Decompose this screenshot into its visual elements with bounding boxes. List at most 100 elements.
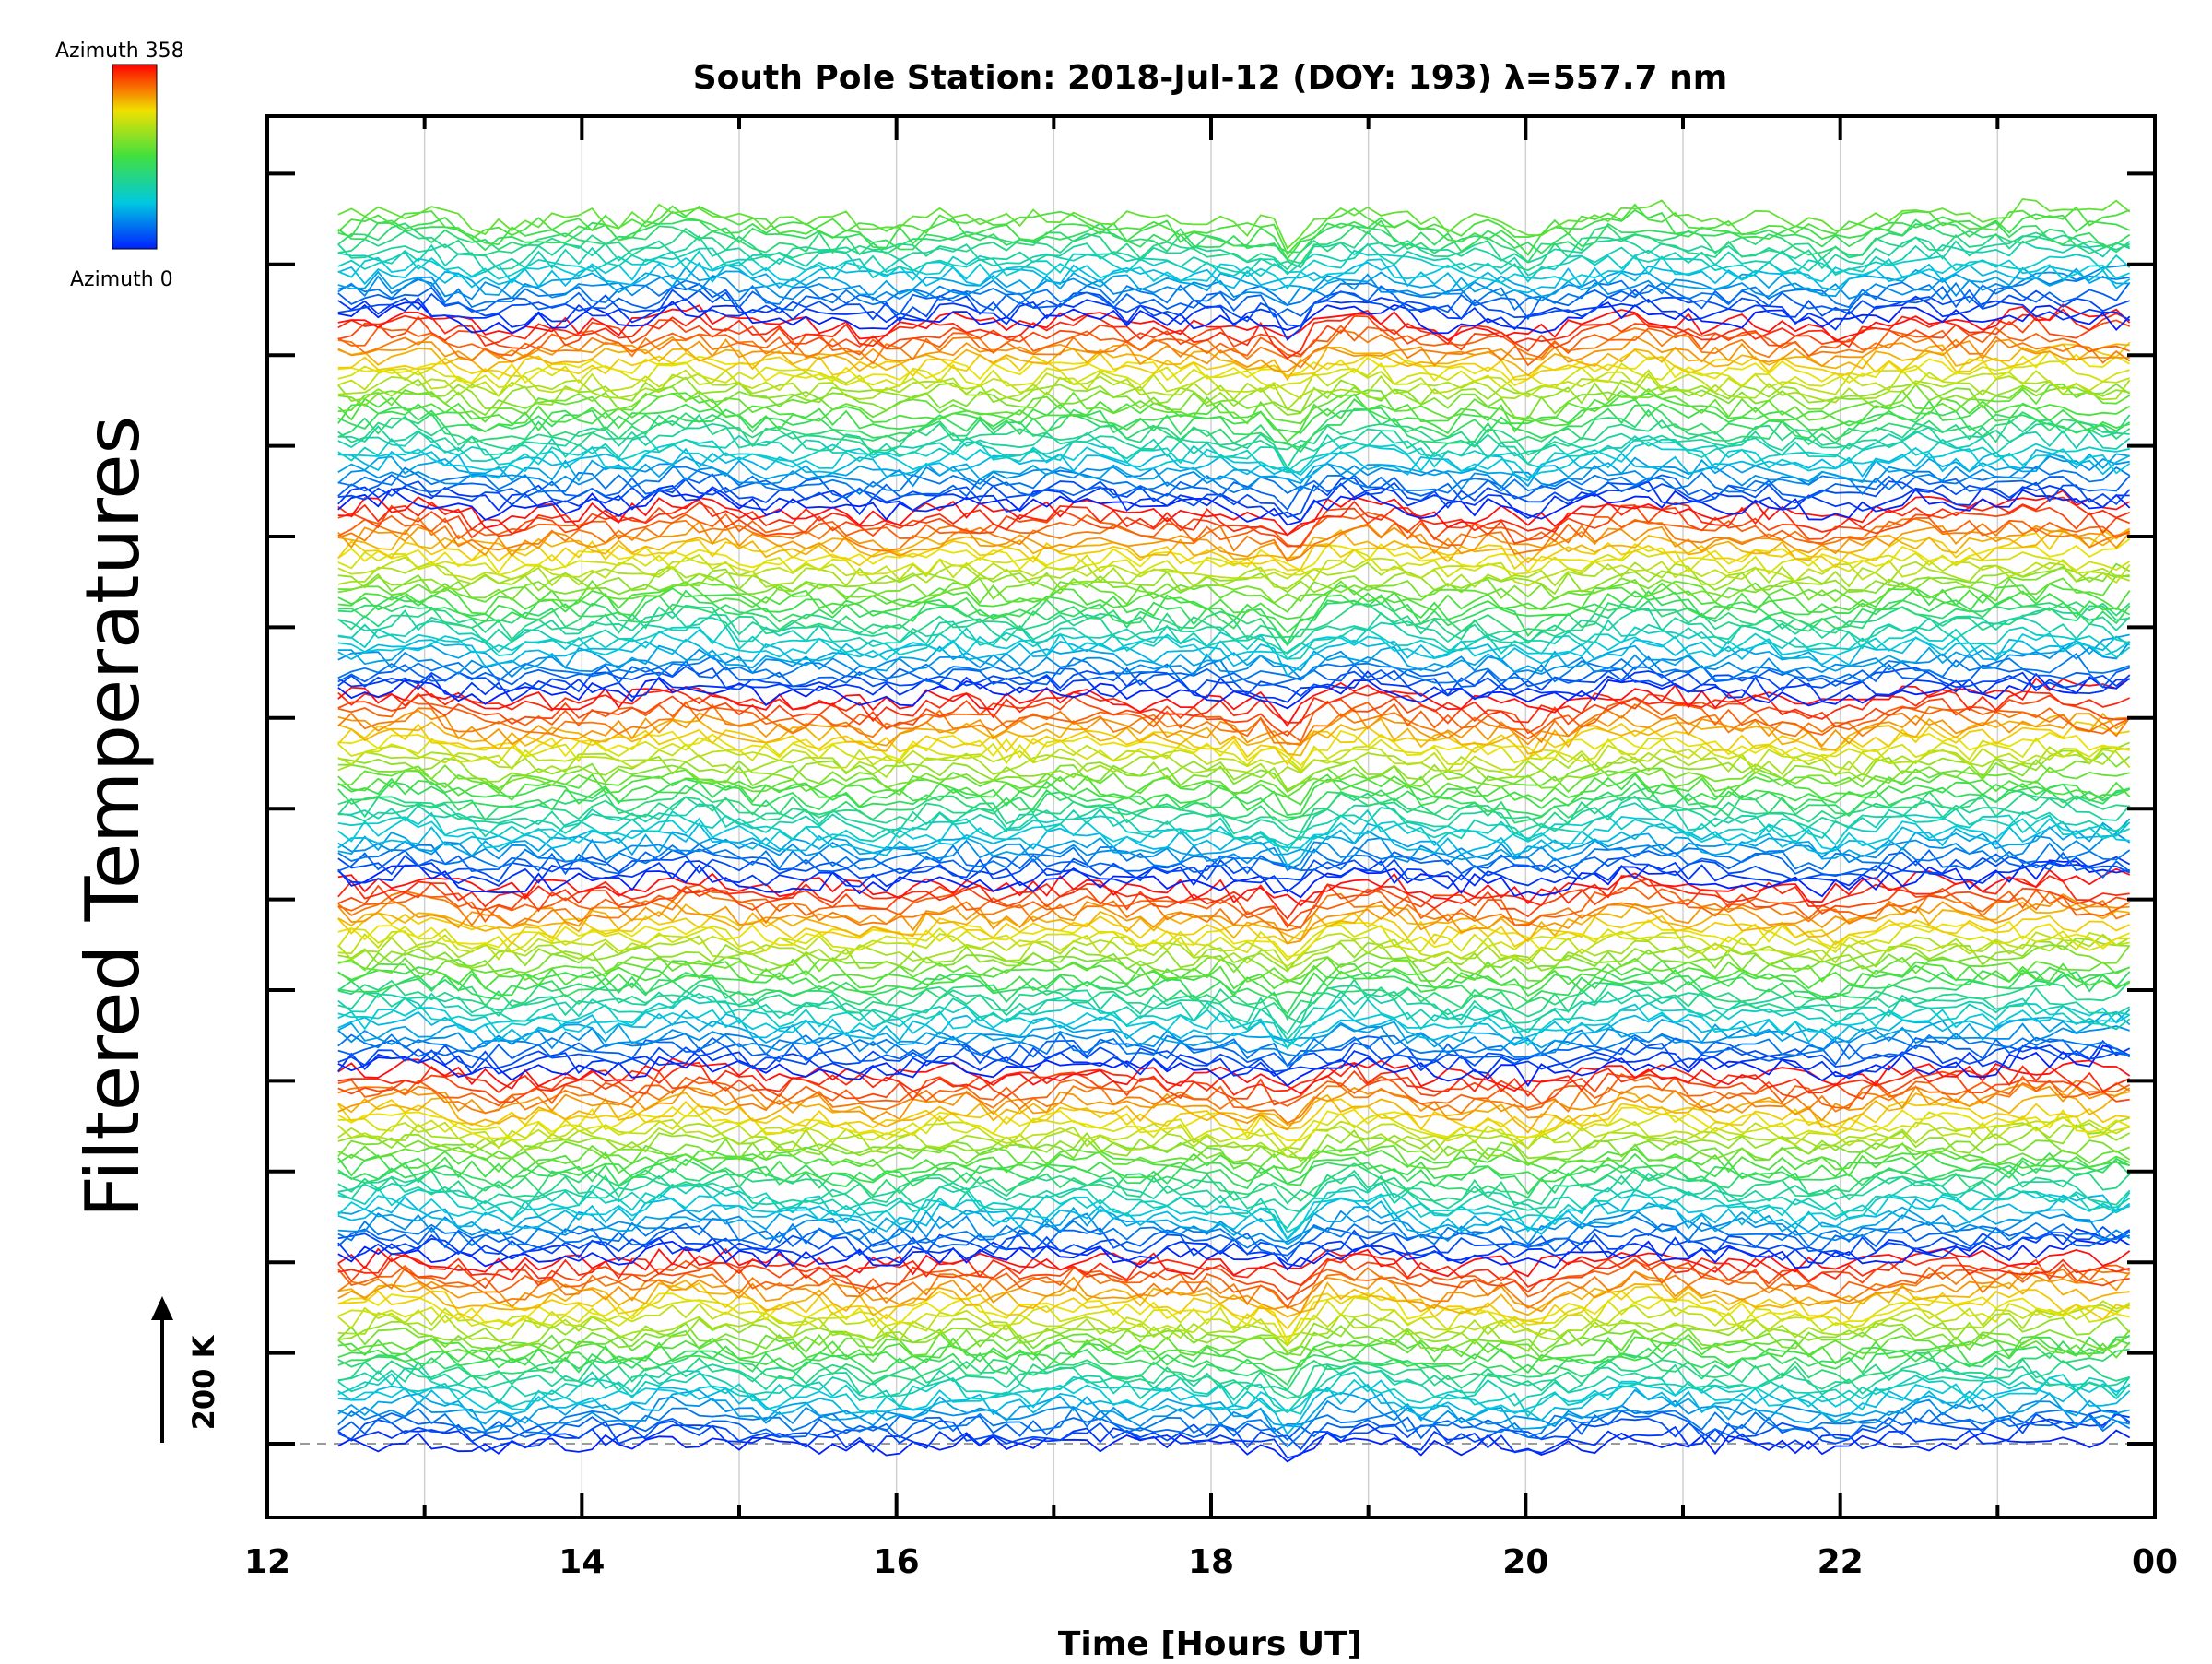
trace-line bbox=[337, 1304, 2131, 1347]
trace-line bbox=[337, 1223, 2130, 1257]
trace-line bbox=[337, 266, 2130, 298]
trace-line bbox=[337, 1365, 2131, 1414]
trace-line bbox=[337, 795, 2131, 841]
trace-line bbox=[337, 608, 2131, 655]
trace-line bbox=[337, 392, 2131, 443]
trace-line bbox=[337, 1091, 2130, 1134]
trace-line bbox=[337, 1388, 2130, 1430]
trace-line bbox=[337, 453, 2130, 488]
trace-line bbox=[337, 496, 2131, 537]
trace-line bbox=[337, 1039, 2131, 1078]
trace-line bbox=[337, 1142, 2131, 1172]
chart-title: South Pole Station: 2018-Jul-12 (DOY: 19… bbox=[693, 59, 1728, 97]
trace-line bbox=[337, 473, 2131, 512]
trace-line bbox=[337, 275, 2130, 312]
trace-line bbox=[337, 1357, 2130, 1399]
x-tick-label: 00 bbox=[2132, 1543, 2178, 1581]
trace-line bbox=[337, 264, 2130, 307]
trace-line bbox=[337, 659, 2130, 689]
trace-line bbox=[337, 1281, 2130, 1330]
trace-line bbox=[337, 1334, 2131, 1375]
trace-line bbox=[337, 1103, 2131, 1142]
temperature-traces bbox=[337, 197, 2131, 1463]
trace-line bbox=[337, 701, 2131, 746]
trace-line bbox=[337, 955, 2131, 984]
trace-line bbox=[337, 208, 2131, 261]
trace-line bbox=[337, 197, 2131, 251]
trace-line bbox=[337, 924, 2130, 962]
trace-line bbox=[337, 434, 2130, 474]
trace-line bbox=[337, 1160, 2131, 1202]
trace-line bbox=[337, 442, 2131, 478]
trace-line bbox=[337, 466, 2131, 496]
trace-line bbox=[337, 349, 2131, 387]
trace-line bbox=[337, 295, 2131, 341]
trace-line bbox=[337, 1404, 2131, 1448]
trace-line bbox=[337, 372, 2131, 411]
colorbar: Azimuth 358 Azimuth 0 bbox=[55, 40, 184, 291]
trace-line bbox=[337, 549, 2131, 578]
trace-line bbox=[337, 712, 2131, 757]
trace-line bbox=[337, 988, 2131, 1042]
trace-line bbox=[337, 1083, 2131, 1131]
x-axis-label: Time [Hours UT] bbox=[1058, 1625, 1362, 1659]
trace-line bbox=[337, 511, 2131, 549]
trace-line bbox=[337, 254, 2131, 289]
trace-line bbox=[337, 574, 2130, 613]
trace-line bbox=[337, 1044, 2131, 1088]
trace-line bbox=[337, 1259, 2131, 1309]
trace-line bbox=[337, 867, 2131, 907]
trace-line bbox=[337, 1032, 2131, 1068]
trace-line bbox=[337, 1322, 2131, 1357]
scale-bar: 200 K bbox=[151, 1296, 221, 1443]
trace-line bbox=[337, 404, 2131, 449]
trace-line bbox=[337, 770, 2131, 807]
trace-line bbox=[337, 289, 2130, 327]
scale-bar-label: 200 K bbox=[186, 1334, 221, 1430]
trace-line bbox=[337, 1111, 2130, 1151]
trace-line bbox=[337, 1257, 2130, 1301]
trace-line bbox=[337, 708, 2130, 748]
trace-line bbox=[337, 527, 2131, 572]
trace-line bbox=[337, 746, 2130, 780]
trace-line bbox=[337, 1157, 2131, 1196]
trace-line bbox=[337, 792, 2130, 833]
trace-line bbox=[337, 1202, 2130, 1245]
trace-line bbox=[337, 832, 2131, 872]
trace-line bbox=[337, 1279, 2130, 1318]
trace-line bbox=[337, 1235, 2131, 1271]
trace-line bbox=[337, 1216, 2131, 1250]
trace-line bbox=[337, 581, 2131, 620]
trace-line bbox=[337, 901, 2130, 943]
trace-line bbox=[337, 944, 2131, 984]
trace-line bbox=[337, 1300, 2130, 1339]
trace-line bbox=[337, 240, 2131, 277]
x-tick-label: 20 bbox=[1502, 1543, 1548, 1581]
trace-line bbox=[337, 1151, 2130, 1186]
trace-line bbox=[337, 1188, 2131, 1242]
trace-line bbox=[337, 919, 2131, 958]
trace-line bbox=[337, 1396, 2130, 1434]
trace-line bbox=[337, 1429, 2131, 1463]
trace-line bbox=[337, 729, 2130, 767]
trace-line bbox=[337, 1329, 2131, 1361]
trace-line bbox=[337, 1410, 2131, 1451]
trace-line bbox=[337, 959, 2130, 990]
trace-line bbox=[337, 635, 2131, 678]
trace-line bbox=[337, 480, 2130, 523]
colorbar-top-label: Azimuth 358 bbox=[55, 40, 184, 63]
trace-line bbox=[337, 261, 2131, 294]
trace-line bbox=[337, 520, 2131, 562]
trace-line bbox=[337, 964, 2131, 997]
trace-line bbox=[337, 281, 2131, 321]
trace-line bbox=[337, 488, 2131, 526]
trace-line bbox=[337, 856, 2131, 893]
x-tick-label: 16 bbox=[874, 1543, 920, 1581]
trace-line bbox=[337, 227, 2130, 272]
trace-line bbox=[337, 883, 2131, 929]
trace-line bbox=[337, 502, 2131, 548]
trace-line bbox=[337, 674, 2131, 727]
trace-line bbox=[337, 1410, 2131, 1441]
trace-line bbox=[337, 300, 2131, 335]
